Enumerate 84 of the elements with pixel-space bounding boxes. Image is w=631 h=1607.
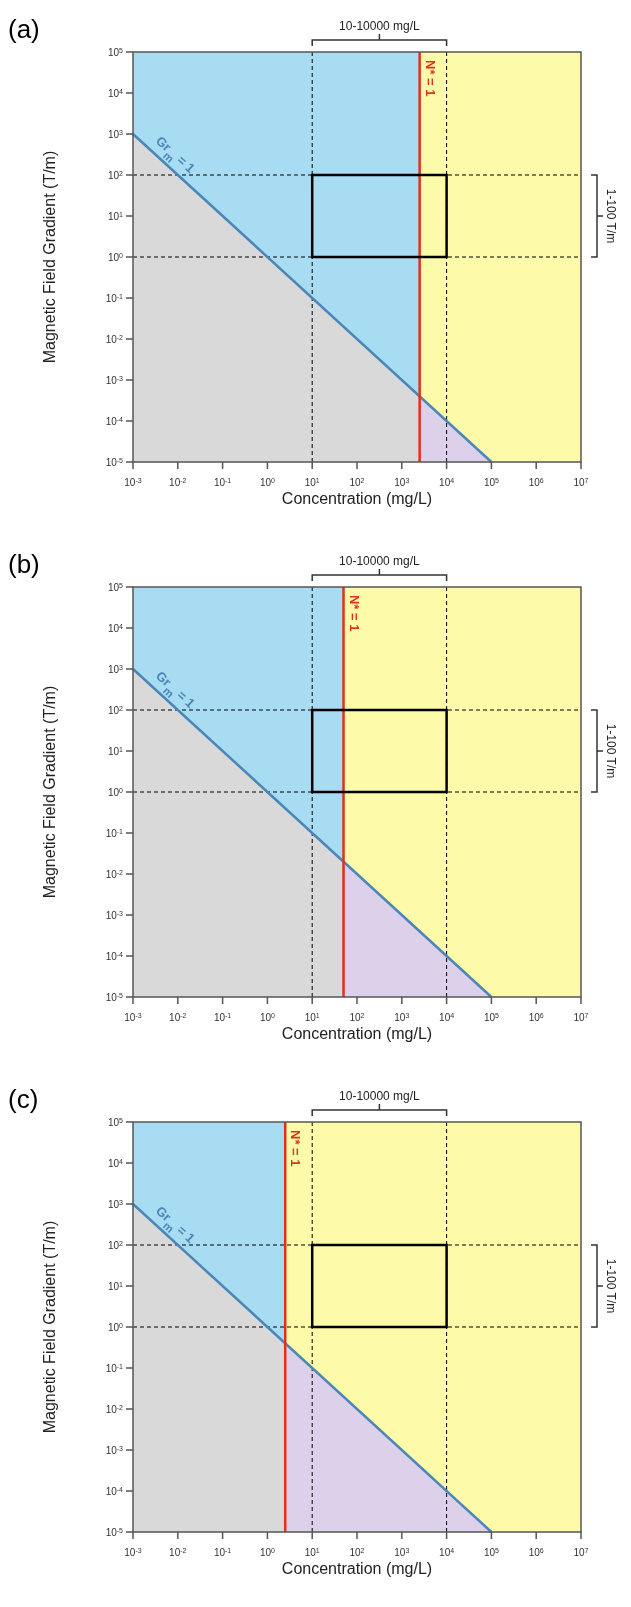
y-tick-label: 10$^{3}$ [107, 1198, 124, 1210]
x-tick-label: 10$^{-2}$ [169, 476, 187, 488]
x-tick-label: 10$^{-3}$ [124, 1546, 142, 1558]
x-tick-label: 10$^{-1}$ [213, 1546, 232, 1558]
y-tick-label: 10$^{-4}$ [105, 1485, 124, 1497]
y-tick-label: 10$^{5}$ [107, 581, 124, 593]
y-tick-label: 10$^{3}$ [107, 663, 124, 675]
y-tick-label: 10$^{4}$ [107, 622, 124, 634]
y-tick-label: 10$^{-2}$ [105, 1403, 124, 1415]
x-tick-label: 10$^{-1}$ [213, 476, 232, 488]
y-tick-label: 10$^{-5}$ [105, 991, 124, 1003]
text: N* = 1 [288, 1130, 304, 1167]
chart-title: (c) [8, 1084, 39, 1114]
y-tick-label: 10$^{-1}$ [105, 292, 124, 304]
text: N* = 1 [422, 60, 438, 97]
chart-title: (b) [8, 549, 40, 579]
y-tick-label: 10$^{1}$ [107, 745, 124, 757]
text: 1-100 T/m [604, 1258, 618, 1314]
y-axis-title: Magnetic Field Gradient (T/m) [41, 150, 58, 364]
text: 10-10000 mg/L [339, 554, 421, 568]
x-tick-label: 10$^{5}$ [483, 1546, 500, 1558]
x-tick-label: 10$^{7}$ [573, 1011, 589, 1023]
x-tick-label: 10$^{6}$ [528, 1546, 544, 1558]
y-tick-label: 10$^{1}$ [107, 210, 124, 222]
x-tick-label: 10$^{-1}$ [213, 1011, 232, 1023]
text: 10-10000 mg/L [339, 19, 421, 33]
text: N* = 1 [346, 595, 362, 632]
x-tick-label: 10$^{0}$ [259, 476, 276, 488]
x-tick-label: 10$^{-2}$ [169, 1011, 187, 1023]
x-tick-label: 10$^{-3}$ [124, 1011, 142, 1023]
x-tick-label: 10$^{1}$ [304, 476, 320, 488]
y-tick-label: 10$^{4}$ [107, 1157, 124, 1169]
y-tick-label: 10$^{-1}$ [105, 827, 124, 839]
x-tick-label: 10$^{2}$ [349, 1546, 365, 1558]
x-tick-label: 10$^{0}$ [259, 1546, 276, 1558]
y-tick-label: 10$^{-4}$ [105, 950, 124, 962]
x-tick-label: 10$^{7}$ [573, 476, 589, 488]
x-tick-label: 10$^{-2}$ [169, 1546, 187, 1558]
y-axis-title: Magnetic Field Gradient (T/m) [41, 1220, 58, 1434]
y-tick-label: 10$^{5}$ [107, 1116, 124, 1128]
x-tick-label: 10$^{5}$ [483, 1011, 500, 1023]
x-tick-label: 10$^{6}$ [528, 1011, 544, 1023]
y-tick-label: 10$^{1}$ [107, 1280, 124, 1292]
x-tick-label: 10$^{3}$ [394, 1011, 410, 1023]
y-tick-label: 10$^{-1}$ [105, 1362, 124, 1374]
text: 1-100 T/m [604, 723, 618, 779]
x-tick-label: 10$^{1}$ [304, 1011, 320, 1023]
y-tick-label: 10$^{-5}$ [105, 1526, 124, 1538]
x-tick-label: 10$^{1}$ [304, 1546, 320, 1558]
y-tick-label: 10$^{-3}$ [105, 909, 124, 921]
x-tick-label: 10$^{6}$ [528, 476, 544, 488]
chart-title: (a) [8, 14, 40, 44]
y-tick-label: 10$^{-3}$ [105, 1444, 124, 1456]
x-axis-title: Concentration (mg/L) [281, 1025, 433, 1042]
x-tick-label: 10$^{0}$ [259, 1011, 276, 1023]
text: 1-100 T/m [604, 188, 618, 244]
y-tick-label: 10$^{-2}$ [105, 333, 124, 345]
y-tick-label: 10$^{0}$ [107, 251, 124, 263]
y-tick-label: 10$^{0}$ [107, 786, 124, 798]
y-tick-label: 10$^{2}$ [107, 169, 124, 181]
x-axis-title: Concentration (mg/L) [281, 490, 433, 507]
y-tick-label: 10$^{5}$ [107, 46, 124, 58]
y-tick-label: 10$^{3}$ [107, 128, 124, 140]
x-tick-label: 10$^{4}$ [439, 1546, 455, 1558]
x-tick-label: 10$^{2}$ [349, 476, 365, 488]
y-tick-label: 10$^{-4}$ [105, 415, 124, 427]
text: 10-10000 mg/L [339, 1089, 421, 1103]
x-axis-title: Concentration (mg/L) [281, 1560, 433, 1577]
y-tick-label: 10$^{2}$ [107, 704, 124, 716]
y-tick-label: 10$^{-5}$ [105, 456, 124, 468]
x-tick-label: 10$^{3}$ [394, 1546, 410, 1558]
y-tick-label: 10$^{-3}$ [105, 374, 124, 386]
y-tick-label: 10$^{2}$ [107, 1239, 124, 1251]
x-tick-label: 10$^{7}$ [573, 1546, 589, 1558]
y-tick-label: 10$^{0}$ [107, 1321, 124, 1333]
x-tick-label: 10$^{3}$ [394, 476, 410, 488]
x-tick-label: 10$^{5}$ [483, 476, 500, 488]
x-tick-label: 10$^{4}$ [439, 476, 455, 488]
y-tick-label: 10$^{4}$ [107, 87, 124, 99]
x-tick-label: 10$^{2}$ [349, 1011, 365, 1023]
y-tick-label: 10$^{-2}$ [105, 868, 124, 880]
x-tick-label: 10$^{-3}$ [124, 476, 142, 488]
y-axis-title: Magnetic Field Gradient (T/m) [41, 685, 58, 899]
x-tick-label: 10$^{4}$ [439, 1011, 455, 1023]
